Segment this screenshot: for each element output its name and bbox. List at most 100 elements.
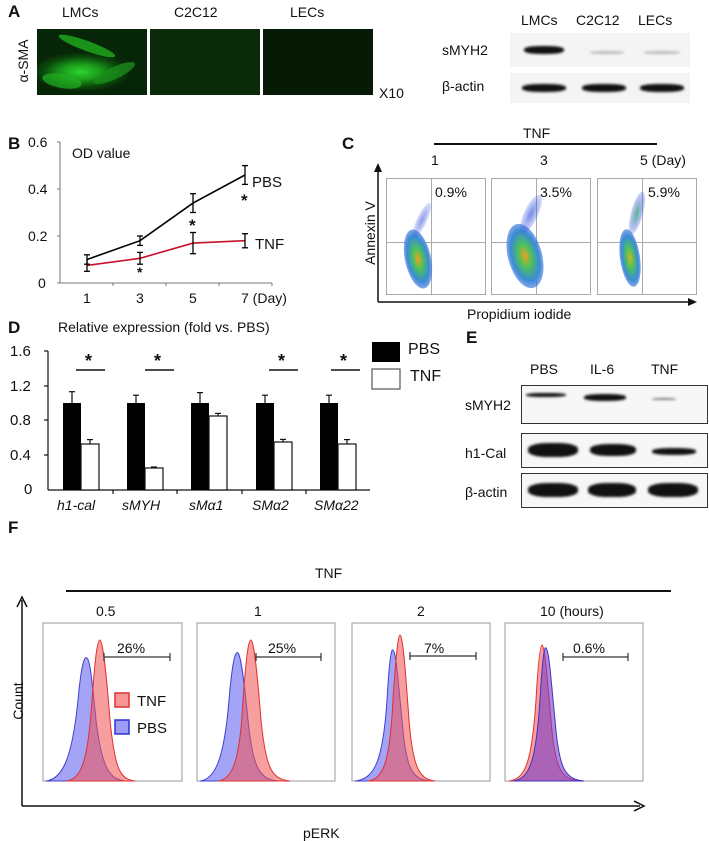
- chart-b-legend-pbs: PBS: [252, 174, 283, 191]
- flow-pct-day1: 0.9%: [435, 184, 467, 200]
- column-label-lmcs: LMCs: [62, 4, 99, 20]
- blot-e-smyh2-strip: [521, 385, 708, 424]
- chart-d-xtick: SMα2: [252, 497, 289, 513]
- panel-c-xlabel: Propidium iodide: [467, 306, 572, 322]
- chart-d-ytick: 1.6: [10, 343, 31, 360]
- band: [590, 444, 636, 456]
- panel-c-day-1: 1: [431, 152, 439, 168]
- band: [652, 398, 676, 400]
- hist-legend-tnf: TNF: [137, 693, 167, 710]
- chart-d-xtick: h1-cal: [57, 497, 96, 513]
- panel-c-header: TNF: [523, 125, 551, 141]
- blot-a-actin-strip: [510, 73, 690, 103]
- hist-legend-pbs: PBS: [137, 720, 168, 737]
- blot-e-row-actin: β-actin: [465, 484, 508, 500]
- panel-f-time-1: 1: [254, 603, 262, 619]
- chart-b-sig-7: *: [241, 191, 248, 210]
- flow-plot-day3: 3.5%: [491, 178, 591, 295]
- band: [522, 84, 566, 92]
- micrograph-lecs: [263, 29, 373, 95]
- blot-e-h1cal-strip: [521, 433, 708, 468]
- band: [524, 46, 564, 54]
- blot-e-lane-tnf: TNF: [651, 361, 679, 377]
- blot-a-smyh2-strip: [510, 33, 690, 67]
- blot-a-row-actin: β-actin: [442, 78, 485, 94]
- flow-plot-day5: 5.9%: [597, 178, 697, 295]
- chart-b-ytick: 0.4: [28, 181, 48, 197]
- micrograph-lmcs: [37, 29, 147, 95]
- chart-d-sig-sma2: *: [278, 351, 286, 371]
- panel-c-day-3: 3: [540, 152, 548, 168]
- panel-b-label: B: [8, 134, 21, 153]
- chart-b-xtick: 1: [83, 290, 91, 306]
- band: [528, 443, 578, 457]
- hist-pct-0: 26%: [117, 640, 146, 656]
- band: [584, 394, 626, 401]
- chart-b-legend-tnf: TNF: [255, 236, 285, 253]
- column-label-lecs: LECs: [290, 4, 325, 20]
- chart-b-ytick: 0: [38, 275, 46, 291]
- chart-b-xtick: 5: [189, 290, 197, 306]
- chart-b-ytick: 0.2: [28, 228, 48, 244]
- band: [588, 483, 636, 497]
- panel-e-label: E: [466, 328, 478, 347]
- blot-a-row-smyh2: sMYH2: [442, 42, 488, 58]
- chart-b-ytick: 0.6: [28, 134, 48, 150]
- column-label-c2c12: C2C12: [174, 4, 218, 20]
- panel-f-header-line: [66, 590, 671, 592]
- flow-pct-day3: 3.5%: [540, 184, 572, 200]
- band: [582, 84, 626, 92]
- chart-b-sig-5: *: [189, 216, 196, 235]
- band: [652, 448, 696, 455]
- micrograph-c2c12: [150, 29, 260, 95]
- blot-e-lane-pbs: PBS: [530, 361, 559, 377]
- chart-d-xtick: sMα1: [189, 497, 224, 513]
- chart-b-xtick: 7 (Day): [241, 290, 287, 306]
- chart-d-sig-h1cal: *: [85, 351, 93, 371]
- band: [590, 51, 624, 54]
- panel-c-day-5: 5 (Day): [640, 152, 686, 168]
- panel-c-header-line: [434, 143, 657, 145]
- panel-d-label: D: [8, 318, 21, 337]
- chart-b-sig-3: *: [137, 264, 143, 280]
- hist-pct-2: 7%: [424, 640, 445, 656]
- flow-pct-day5: 5.9%: [648, 184, 680, 200]
- chart-d-sig-sma22: *: [340, 351, 348, 371]
- panel-f-label: F: [8, 518, 19, 537]
- chart-d-xtick: sMYH: [122, 497, 161, 513]
- chart-d-legend-pbs: PBS: [408, 341, 441, 358]
- chart-d-ytick: 0: [24, 481, 33, 498]
- chart-b-title: OD value: [72, 145, 131, 161]
- panel-f-time-0: 0.5: [96, 603, 116, 619]
- blot-a-lane-c2c12: C2C12: [576, 12, 620, 28]
- panel-c-label: C: [342, 134, 355, 153]
- band: [526, 393, 566, 397]
- blot-a-lane-lmcs: LMCs: [521, 12, 558, 28]
- panel-f-time-3: 10 (hours): [540, 603, 604, 619]
- panel-f-header: TNF: [315, 565, 343, 581]
- blot-e-lane-il6: IL-6: [590, 361, 615, 377]
- blot-e-row-h1cal: h1-Cal: [465, 445, 507, 461]
- blot-a-lane-lecs: LECs: [638, 12, 673, 28]
- chart-d-legend-tnf: TNF: [410, 368, 442, 385]
- chart-b-xtick: 3: [136, 290, 144, 306]
- magnification-label: X10: [379, 85, 404, 101]
- chart-d-sig-smyh: *: [154, 351, 162, 371]
- hist-pct-3: 0.6%: [573, 640, 605, 656]
- panel-f-time-2: 2: [417, 603, 425, 619]
- band: [648, 483, 698, 497]
- blot-e-row-smyh2: sMYH2: [465, 397, 511, 413]
- hist-pct-1: 25%: [268, 640, 297, 656]
- band: [644, 51, 680, 54]
- chart-d-ytick: 1.2: [10, 378, 31, 395]
- blot-e-actin-strip: [521, 473, 708, 508]
- chart-d-ytick: 0.4: [10, 447, 31, 464]
- chart-d-ytick: 0.8: [10, 412, 31, 429]
- flow-plot-day1: 0.9%: [386, 178, 486, 295]
- band: [640, 84, 684, 92]
- band: [528, 483, 578, 497]
- panel-a-label: A: [8, 2, 21, 21]
